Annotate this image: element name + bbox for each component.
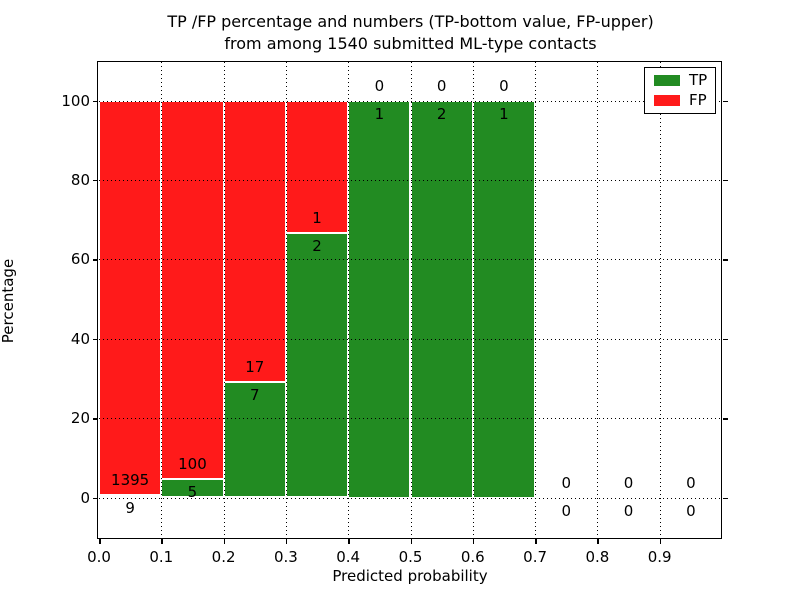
y-tick-right — [723, 338, 728, 341]
bar-segment-tp — [99, 494, 162, 498]
y-tick-right — [723, 259, 728, 261]
fp-count-annotation: 0 — [623, 473, 634, 492]
tp-count-annotation: 2 — [312, 236, 322, 255]
fp-count-annotation: 0 — [499, 76, 509, 95]
y-tick-label: 60 — [70, 250, 90, 269]
bar-segment-tp — [410, 100, 473, 498]
x-gridline — [161, 62, 163, 538]
y-tick-label: 20 — [70, 409, 90, 428]
tp-count-annotation: 1 — [499, 104, 509, 123]
chart-title-line2: from among 1540 submitted ML-type contac… — [224, 34, 597, 53]
x-gridline — [597, 62, 599, 538]
y-axis-label: Percentage — [0, 258, 17, 344]
tp-count-annotation: 5 — [187, 482, 198, 501]
x-tick-bottom — [223, 539, 226, 544]
y-tick-right — [723, 497, 728, 499]
tp-count-annotation: 7 — [249, 385, 260, 404]
x-tick-bottom — [348, 539, 350, 544]
legend-label-fp: FP — [689, 90, 707, 109]
x-tick-label: 0.4 — [336, 548, 361, 566]
y-tick-left — [93, 179, 98, 182]
x-axis-label: Predicted probability — [332, 567, 488, 585]
x-tick-bottom — [99, 539, 101, 544]
tp-count-annotation: 0 — [623, 501, 634, 520]
y-tick-label: 100 — [61, 91, 90, 110]
legend: TP FP — [644, 67, 716, 114]
legend-item-fp: FP — [654, 90, 715, 109]
x-tick-bottom — [285, 539, 288, 544]
x-gridline — [223, 62, 225, 538]
x-tick-label: 0.6 — [460, 548, 485, 566]
x-tick-bottom — [161, 539, 163, 544]
x-tick-bottom — [472, 539, 475, 544]
y-tick-left — [93, 497, 98, 499]
bar-segment-fp — [161, 100, 224, 479]
x-gridline — [659, 62, 661, 538]
x-tick-label: 0.3 — [273, 548, 298, 566]
x-gridline — [348, 62, 350, 538]
fp-count-annotation: 1 — [312, 208, 322, 227]
x-gridline — [285, 62, 287, 538]
y-tick-right — [723, 179, 728, 182]
tp-count-annotation: 0 — [686, 501, 696, 520]
x-tick-bottom — [535, 539, 537, 544]
x-tick-label: 0.0 — [87, 548, 111, 566]
bar-segment-tp — [285, 232, 349, 498]
y-tick-left — [93, 259, 98, 261]
fp-swatch-icon — [654, 94, 680, 106]
x-tick-label: 0.7 — [523, 548, 548, 566]
bar-segment-fp — [99, 100, 162, 495]
y-tick-left — [93, 100, 98, 102]
y-tick-label: 40 — [70, 329, 90, 348]
tp-count-annotation: 0 — [561, 501, 572, 520]
chart-title: TP /FP percentage and numbers (TP-bottom… — [0, 11, 800, 55]
tp-swatch-icon — [654, 75, 680, 87]
x-tick-label: 0.8 — [585, 548, 610, 566]
x-gridline — [410, 62, 412, 538]
fp-count-annotation: 0 — [561, 473, 572, 492]
fp-count-annotation: 1395 — [111, 470, 150, 489]
tp-count-annotation: 1 — [374, 104, 385, 123]
chart-title-line1: TP /FP percentage and numbers (TP-bottom… — [167, 12, 654, 31]
y-tick-left — [93, 338, 98, 341]
y-tick-right — [723, 100, 728, 102]
legend-item-tp: TP — [654, 73, 715, 88]
plot-frame — [97, 61, 722, 539]
x-tick-label: 0.5 — [398, 548, 423, 566]
x-tick-bottom — [659, 539, 662, 544]
tp-count-annotation: 9 — [125, 498, 135, 517]
x-tick-label: 0.9 — [647, 548, 672, 566]
fp-count-annotation: 0 — [686, 473, 696, 492]
fp-count-annotation: 17 — [245, 357, 265, 376]
bar-segment-tp — [472, 100, 536, 498]
bar-segment-tp — [348, 100, 411, 498]
fp-count-annotation: 0 — [374, 76, 385, 95]
bar-segment-fp — [223, 100, 286, 382]
y-tick-left — [93, 418, 98, 420]
legend-label-tp: TP — [689, 71, 708, 90]
fp-count-annotation: 100 — [178, 454, 207, 473]
y-tick-label: 80 — [70, 170, 90, 189]
x-gridline — [472, 62, 474, 538]
x-tick-bottom — [597, 539, 599, 544]
x-tick-bottom — [410, 539, 412, 544]
x-tick-label: 0.2 — [211, 548, 236, 566]
fp-count-annotation: 0 — [436, 76, 447, 95]
tp-count-annotation: 2 — [436, 104, 447, 123]
x-tick-label: 0.1 — [149, 548, 174, 566]
y-tick-right — [723, 418, 728, 420]
y-tick-label: 0 — [80, 488, 90, 507]
x-gridline — [535, 62, 537, 538]
